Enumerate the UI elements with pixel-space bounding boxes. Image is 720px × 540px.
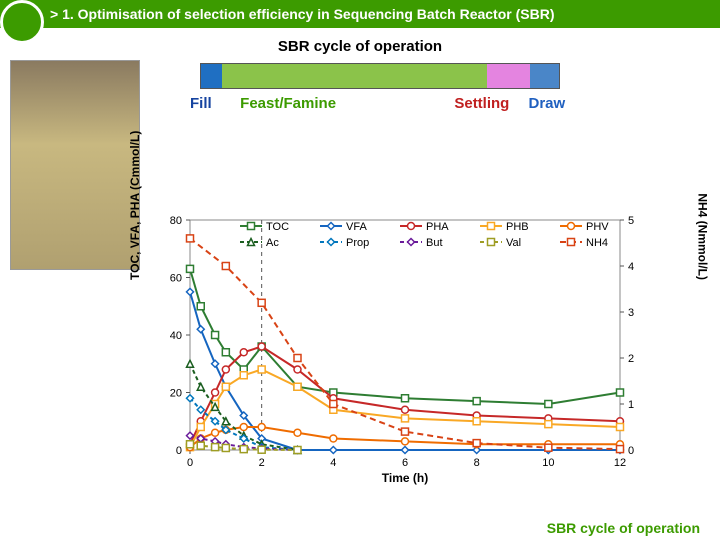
svg-text:20: 20 [170,388,182,400]
subtitle: SBR cycle of operation [0,38,720,55]
svg-text:PHV: PHV [586,221,609,233]
caption: SBR cycle of operation [547,520,700,536]
svg-text:12: 12 [614,457,626,469]
svg-text:But: But [426,237,443,249]
svg-text:Time (h): Time (h) [382,471,428,485]
svg-text:0: 0 [187,457,193,469]
svg-text:80: 80 [170,215,182,227]
label-settle: Settling [454,95,524,112]
svg-text:4: 4 [330,457,336,469]
svg-text:Prop: Prop [346,237,369,249]
header-circle [0,0,44,44]
svg-text:6: 6 [402,457,408,469]
label-draw: Draw [529,95,579,112]
svg-text:PHA: PHA [426,221,449,233]
svg-text:60: 60 [170,273,182,285]
label-fill: Fill [190,95,236,112]
y2-axis-label: NH4 (Nmmol/L) [696,193,710,280]
svg-text:2: 2 [628,353,634,365]
svg-text:Val: Val [506,237,521,249]
svg-text:10: 10 [542,457,554,469]
svg-text:1: 1 [628,399,634,411]
svg-text:3: 3 [628,307,634,319]
svg-text:4: 4 [628,261,634,273]
svg-text:TOC: TOC [266,221,289,233]
svg-text:PHB: PHB [506,221,529,233]
svg-text:8: 8 [474,457,480,469]
svg-text:NH4: NH4 [586,237,608,249]
label-feast: Feast/Famine [240,95,450,112]
svg-text:40: 40 [170,330,182,342]
svg-text:0: 0 [628,445,634,457]
chart: 020406080012345024681012Time (h)TOCVFAPH… [130,210,690,500]
svg-text:Ac: Ac [266,237,279,249]
svg-text:5: 5 [628,215,634,227]
reactor-photo [10,60,140,270]
svg-text:0: 0 [176,445,182,457]
cycle-bar [200,63,560,89]
svg-text:2: 2 [259,457,265,469]
svg-text:VFA: VFA [346,221,367,233]
page-title: > 1. Optimisation of selection efficienc… [50,6,555,22]
phase-labels: Fill Feast/Famine Settling Draw [190,95,720,112]
